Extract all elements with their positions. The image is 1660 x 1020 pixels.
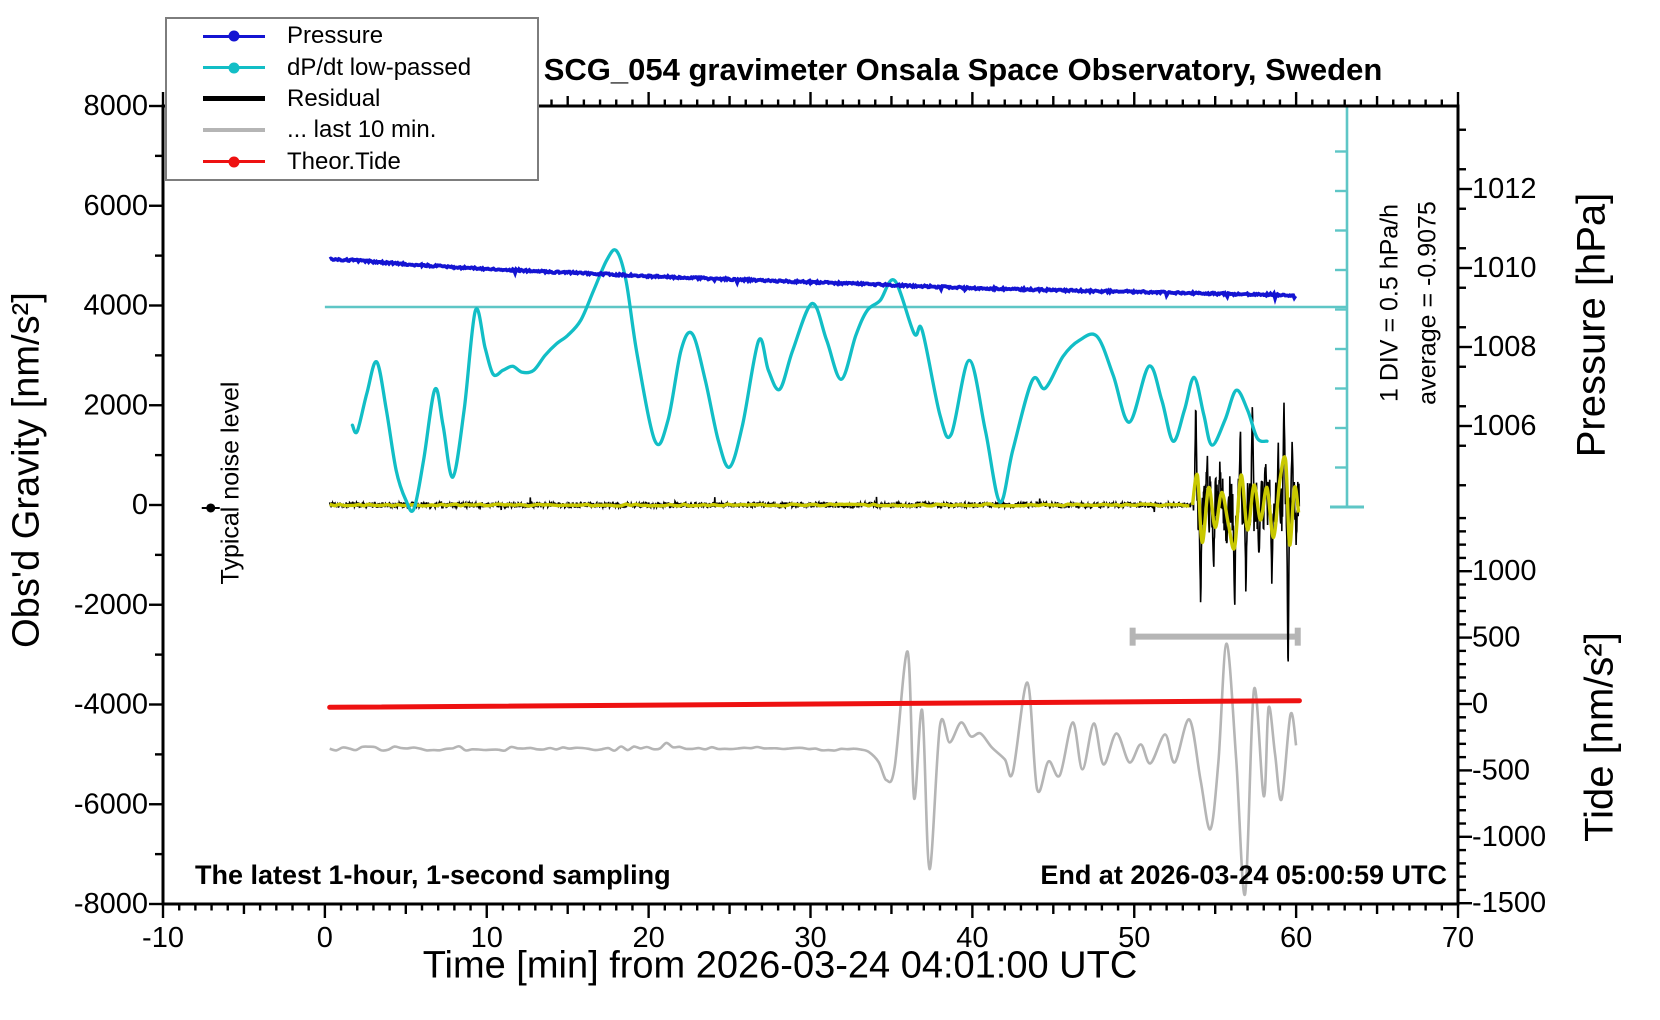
- last10min-line-swatch: [203, 128, 265, 133]
- legend-item-theortide: Theor.Tide: [167, 148, 537, 176]
- x-tick-label: 70: [1442, 922, 1474, 954]
- legend-label: Theor.Tide: [287, 147, 401, 175]
- pressure-tick-label: 1008: [1472, 331, 1537, 363]
- average-annotation: average = -0.9075: [1413, 201, 1442, 405]
- legend-label: Residual: [287, 84, 381, 112]
- pressure-tick-label: 1010: [1472, 252, 1537, 284]
- y-axis-title-pressure: Pressure [hPa]: [1569, 192, 1614, 458]
- last10min-bar: [1129, 627, 1301, 646]
- pressure-tick-label: 1012: [1472, 173, 1537, 205]
- x-tick-label: 60: [1280, 922, 1312, 954]
- x-axis-title: Time [min] from 2026-03-24 04:01:00 UTC: [422, 944, 1138, 987]
- tide-tick-label: 500: [1472, 622, 1520, 654]
- legend-dot-marker: [228, 62, 240, 74]
- legend-item-dpdt: dP/dt low-passed: [167, 54, 537, 82]
- legend-line-sample: [203, 128, 265, 133]
- gravity-tick-label: 4000: [83, 290, 148, 322]
- x-tick-label: 10: [471, 922, 503, 954]
- x-tick-label: 50: [1118, 922, 1150, 954]
- x-tick-label: 30: [794, 922, 826, 954]
- sampling-note: The latest 1-hour, 1-second sampling: [195, 860, 671, 890]
- series-group: [327, 248, 1302, 897]
- x-tick-label: 20: [632, 922, 664, 954]
- legend-line-sample: [203, 96, 265, 102]
- scale-bar-annotation: 1 DIV = 0.5 hPa/h: [1375, 203, 1404, 403]
- dpdt-reference-group: [324, 106, 1364, 509]
- x-tick-label: -10: [142, 922, 184, 954]
- legend-item-pressure: Pressure: [167, 22, 537, 50]
- x-tick-label: 0: [317, 922, 333, 954]
- gravity-tick-label: 0: [132, 489, 148, 521]
- tide-tick-label: -1000: [1472, 821, 1546, 853]
- legend-label: Pressure: [287, 22, 384, 50]
- tide-tick-label: 0: [1472, 688, 1488, 720]
- residual-line-swatch: [203, 96, 265, 102]
- pressure-line-swatch: [203, 30, 265, 42]
- series-residual-lowpassed: [1190, 455, 1301, 551]
- end-time-note: End at 2026-03-24 05:00:59 UTC: [1040, 860, 1447, 890]
- legend-dot-marker: [228, 156, 240, 168]
- page-title: SCG_054 gravimeter Onsala Space Observat…: [543, 52, 1383, 87]
- plot-frame: [161, 104, 1460, 906]
- legend-box: Pressure dP/dt low-passed Residual ... l…: [165, 17, 539, 181]
- gravity-tick-label: -4000: [74, 689, 148, 721]
- gravity-tick-label: -8000: [74, 888, 148, 920]
- pressure-tick-label: 1006: [1472, 410, 1537, 442]
- dpdt-line-swatch: [203, 62, 265, 74]
- series-residual-lowpassed-flat: [329, 502, 1190, 508]
- typical-noise-level-label: Typical noise level: [216, 381, 245, 585]
- series-pressure: [328, 256, 1298, 305]
- theortide-line-swatch: [203, 156, 265, 168]
- legend-label: dP/dt low-passed: [287, 53, 472, 81]
- gravity-tick-label: 8000: [83, 90, 148, 122]
- gravity-tick-label: 6000: [83, 190, 148, 222]
- series-residual: [328, 402, 1301, 662]
- legend-label: ... last 10 min.: [287, 116, 437, 144]
- x-tick-label: 40: [956, 922, 988, 954]
- legend-item-residual: Residual: [167, 85, 537, 113]
- tide-tick-label: -500: [1472, 754, 1530, 786]
- axis-tick-labels: -10 0 10 20 30 40 50 60 70 8000 6000 4000 2000 0 -2000…: [74, 90, 1546, 954]
- y-axis-title-gravity: Obs'd Gravity [nm/s²]: [5, 292, 48, 648]
- gravity-tick-label: 2000: [83, 389, 148, 421]
- series-dpdt-lowpassed: [350, 248, 1269, 513]
- typical-noise-level-marker: [201, 503, 220, 513]
- gravity-tick-label: -6000: [74, 788, 148, 820]
- tide-tick-label: 1000: [1472, 555, 1537, 587]
- series-residual-last10: [329, 642, 1298, 897]
- series-theor-tide: [327, 698, 1302, 710]
- y-axis-title-tide: Tide [nm/s²]: [1577, 632, 1622, 842]
- legend-item-last10min: ... last 10 min.: [167, 116, 537, 144]
- legend-dot-marker: [228, 30, 240, 42]
- tide-tick-label: -1500: [1472, 887, 1546, 919]
- gravity-tick-label: -2000: [74, 589, 148, 621]
